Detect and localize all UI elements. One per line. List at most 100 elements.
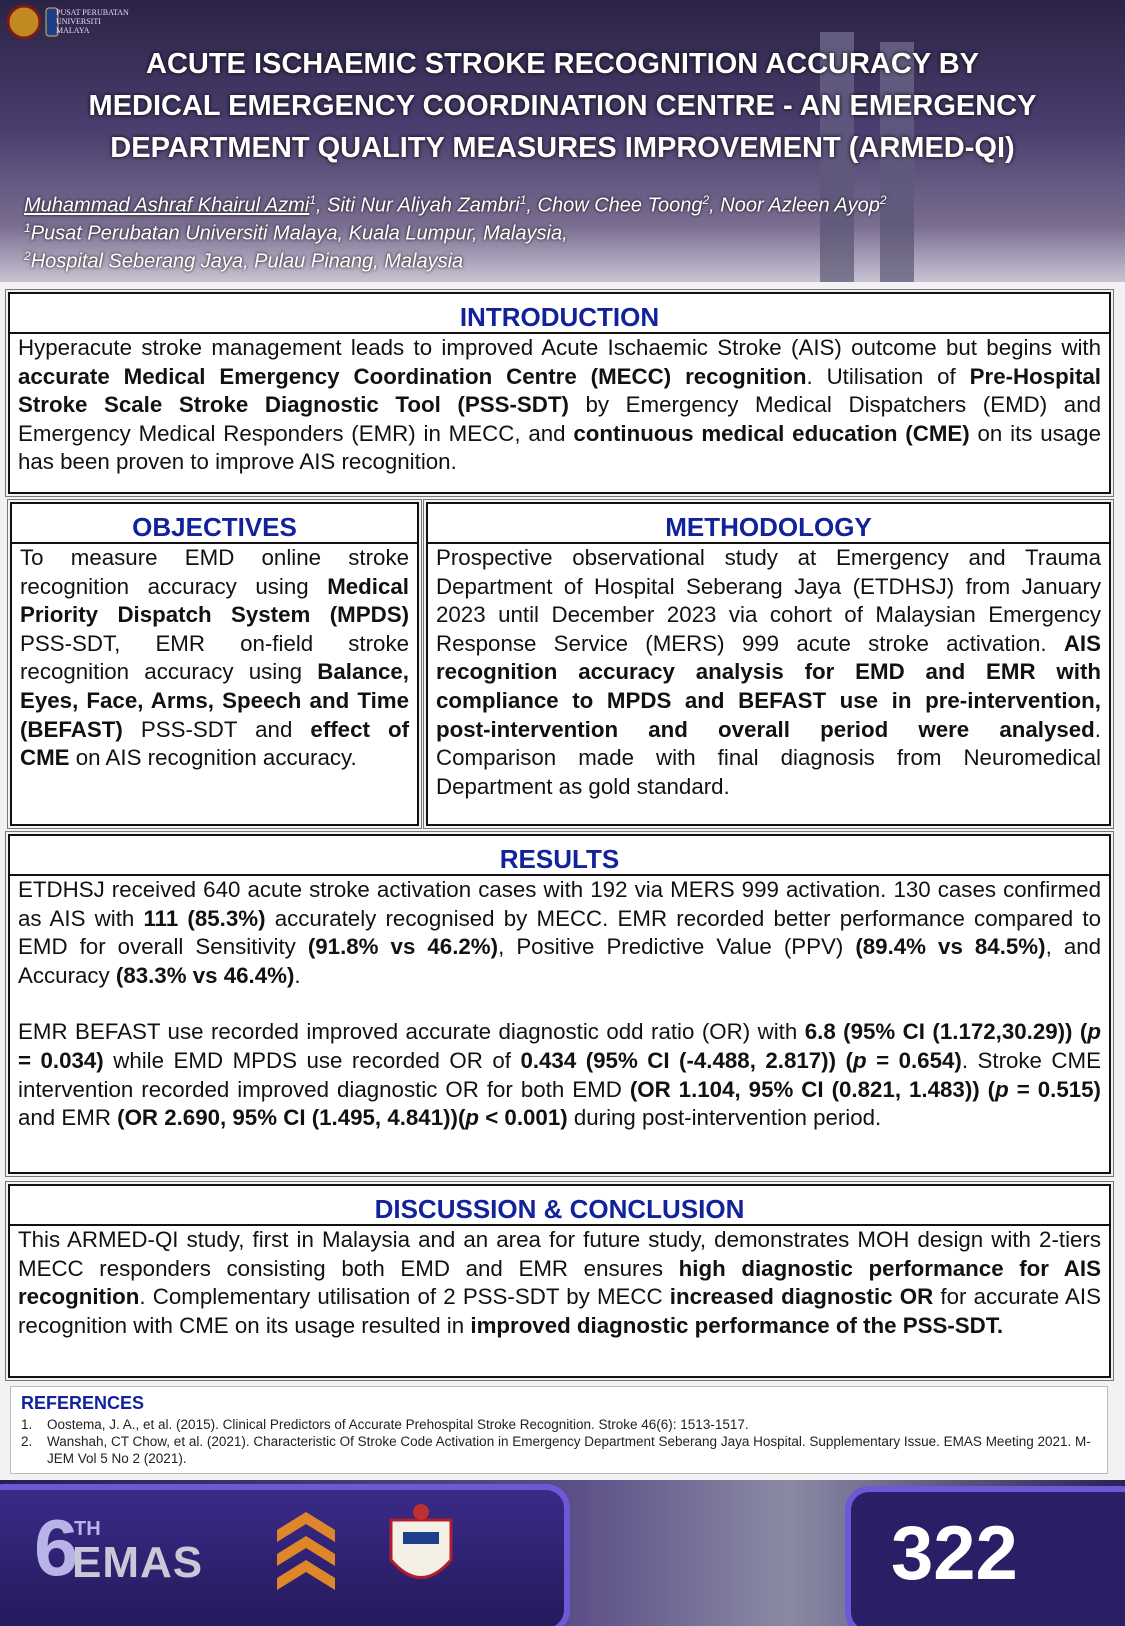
logo-text-line: MALAYA <box>56 26 90 35</box>
text-run: EMR BEFAST use recorded improved accurat… <box>18 1019 805 1045</box>
paragraph: ETDHSJ received 640 acute stroke activat… <box>10 876 1109 990</box>
text-run: high diagnostic performance for AIS reco… <box>18 1255 1101 1310</box>
references: REFERENCES 1. Oostema, J. A., et al. (201… <box>10 1386 1108 1474</box>
text-run: (89.4% vs 84.5%) <box>855 934 1046 960</box>
title-line: ACUTE ISCHAEMIC STROKE RECOGNITION ACCUR… <box>146 48 979 80</box>
text-run: on its usage has been proven to improve … <box>18 420 1101 475</box>
text-run: 6.8 (95% CI (1.172,30.29)) ( <box>804 1019 1088 1045</box>
text-run: p <box>465 1105 480 1131</box>
tower <box>880 42 914 282</box>
objectives: OBJECTIVES To measure EMD online stroke r… <box>7 499 422 829</box>
paragraph: To measure EMD online stroke recognition… <box>12 544 417 773</box>
text-run: and EMR <box>18 1105 118 1131</box>
text-run: , and Accuracy <box>18 934 1102 988</box>
text-run: (91.8% vs 46.2%) <box>307 934 499 960</box>
logo-text: PUSAT PERUBATAN UNIVERSITI MALAYA <box>56 8 129 35</box>
section-heading: RESULTS <box>10 836 1109 876</box>
reference: 2. Wanshah, CT Chow, et al. (2021). Chara… <box>21 1433 1097 1467</box>
text-run: ETDHSJ received 640 acute stroke activat… <box>18 877 1101 931</box>
text-run: Muhammad Ashraf Khairul Azmi <box>24 194 310 217</box>
text-run: PSS-SDT, EMR on-field stroke recognition… <box>20 630 409 685</box>
paragraph: This ARMED-QI study, first in Malaysia a… <box>10 1226 1109 1340</box>
poster-number: 322 <box>891 1511 1018 1596</box>
text-run: accurately recognised by MECC. EMR recor… <box>18 905 1101 960</box>
text-run: 2 <box>879 193 887 207</box>
logo-text-line: PUSAT PERUBATAN <box>56 8 129 17</box>
paragraph: EMR BEFAST use recorded improved accurat… <box>10 1018 1109 1132</box>
text-run: PSS-SDT and <box>122 716 311 742</box>
text-run: Hyperacute stroke management leads to im… <box>18 335 1101 360</box>
text-run: by Emergency Medical Dispatchers (EMD) a… <box>18 392 1101 446</box>
text-run: < 0.001) <box>479 1105 568 1131</box>
text-run: 1 <box>24 221 31 235</box>
affiliation: 2Hospital Seberang Jaya, Pulau Pinang, M… <box>24 249 463 274</box>
text-run: . Stroke CME intervention recorded impro… <box>18 1047 1101 1102</box>
methodology: METHODOLOGY Prospective observational stu… <box>423 499 1114 829</box>
text-run: This ARMED-QI study, first in Malaysia a… <box>18 1227 1101 1281</box>
text-run: . Comparison made with final diagnosis f… <box>436 716 1101 799</box>
reference-text: Oostema, J. A., et al. (2015). Clinical … <box>47 1417 749 1432</box>
edition-suffix: TH <box>74 1518 101 1540</box>
text-run: AIS recognition accuracy analysis for EM… <box>436 630 1101 742</box>
text-run: Hospital Seberang Jaya, Pulau Pinang, Ma… <box>30 250 464 273</box>
text-run: = 0.515) <box>1008 1076 1101 1102</box>
title-line: MEDICAL EMERGENCY COORDINATION CENTRE - … <box>88 90 1037 122</box>
footer-panel: 322 <box>845 1486 1125 1626</box>
reference-text: Wanshah, CT Chow, et al. (2021). Charact… <box>47 1434 1091 1466</box>
footer: 6 TH EMAS 322 <box>0 1480 1125 1626</box>
authors: Muhammad Ashraf Khairul Azmi1, Siti Nur … <box>24 193 887 218</box>
text-run: for accurate AIS recognition with CME on… <box>18 1284 1101 1338</box>
text-run: while EMD MPDS use recorded OR of <box>103 1047 521 1073</box>
text-run: Prospective observational study at Emerg… <box>436 545 1101 656</box>
text-run: Pusat Perubatan Universiti Malaya, Kuala… <box>30 222 568 245</box>
section-heading: DISCUSSION & CONCLUSION <box>10 1186 1109 1226</box>
text-run: , Noor Azleen Ayop <box>709 194 880 217</box>
crest <box>389 1504 453 1579</box>
text-run: 1 <box>309 193 316 207</box>
text-run: p <box>995 1076 1009 1102</box>
text-run: = 0.034) <box>18 1047 104 1073</box>
text-run: Medical Priority Dispatch System (MPDS) <box>20 573 409 628</box>
text-run: (OR 1.104, 95% CI (0.821, 1.483)) ( <box>629 1076 996 1102</box>
text-run: (OR 2.690, 95% CI (1.495, 4.841))( <box>117 1105 466 1131</box>
paragraph: Hyperacute stroke management leads to im… <box>10 334 1109 477</box>
text-run: . <box>294 962 301 988</box>
text-run: improved diagnostic performance of the P… <box>470 1312 1004 1338</box>
edition: 6 <box>34 1503 79 1592</box>
text-run: accurate Medical Emergency Coordination … <box>18 363 807 389</box>
text-run: , Siti Nur Aliyah Zambri <box>315 194 520 217</box>
discussion: DISCUSSION & CONCLUSION This ARMED-QI stu… <box>5 1181 1114 1381</box>
text-run: increased diagnostic OR <box>669 1284 934 1310</box>
section-heading: OBJECTIVES <box>12 504 417 544</box>
text-run: To measure EMD online stroke recognition… <box>20 545 409 599</box>
event: EMAS <box>72 1538 204 1587</box>
text-run: 2 <box>702 193 710 207</box>
text-run: , Positive Predictive Value (PPV) <box>498 934 856 960</box>
reference-number: 2. <box>21 1434 33 1449</box>
title-line: DEPARTMENT QUALITY MEASURES IMPROVEMENT … <box>110 132 1015 164</box>
text-run: (83.3% vs 46.4%) <box>115 962 295 988</box>
text-run: 0.434 (95% CI (-4.488, 2.817)) ( <box>520 1047 853 1073</box>
text-run: p <box>1087 1019 1101 1045</box>
logos <box>6 4 59 40</box>
section-heading: METHODOLOGY <box>428 504 1109 544</box>
references-heading: REFERENCES <box>21 1393 145 1413</box>
text-run: effect of CME <box>20 716 409 771</box>
logo-text-line: UNIVERSITI <box>56 17 101 26</box>
text-run: , Chow Chee Toong <box>526 194 703 217</box>
text-run: 2 <box>24 249 31 263</box>
results: RESULTS ETDHSJ received 640 acute stroke … <box>5 831 1114 1177</box>
reference: 1. Oostema, J. A., et al. (2015). Clinica… <box>21 1416 1097 1433</box>
reference-number: 1. <box>21 1417 33 1432</box>
text-run: 111 (85.3%) <box>143 905 266 931</box>
text-run: = 0.654) <box>866 1047 962 1073</box>
text-run: during post-intervention period. <box>567 1105 882 1131</box>
text-run: continuous medical education (CME) <box>573 420 970 446</box>
text-run: p <box>852 1047 867 1073</box>
text-run: Balance, Eyes, Face, Arms, Speech and Ti… <box>20 659 409 742</box>
header: PUSAT PERUBATAN UNIVERSITI MALAYA ACUTE IS… <box>0 0 1125 282</box>
text-run: . Complementary utilisation of 2 PSS-SDT… <box>139 1284 670 1310</box>
text-run: on AIS recognition accuracy. <box>69 745 357 771</box>
text-run: . Utilisation of <box>806 363 970 389</box>
